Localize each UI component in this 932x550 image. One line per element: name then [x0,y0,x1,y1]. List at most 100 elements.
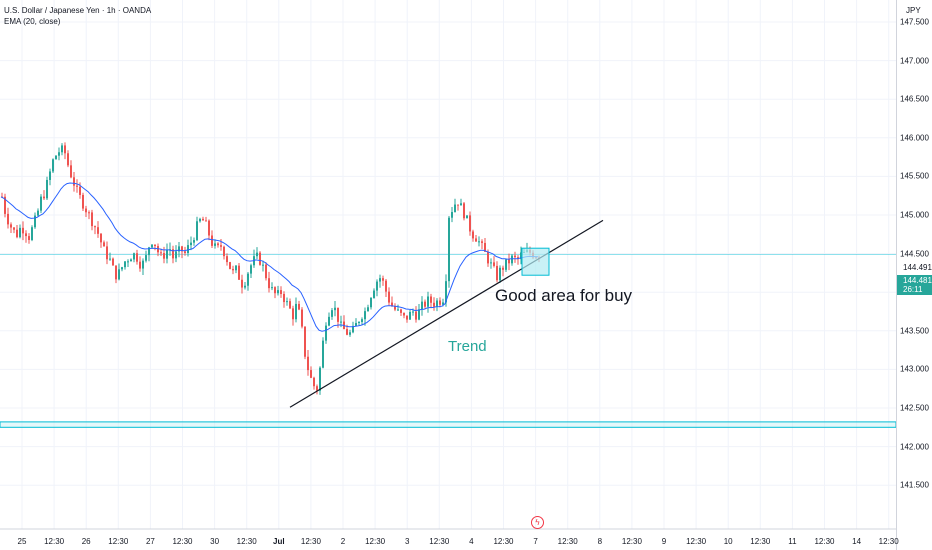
currency-label[interactable]: JPY [906,6,921,15]
candle [436,298,438,312]
candle [418,304,420,321]
x-tick-label: 12:30 [44,537,65,546]
candle [463,202,465,221]
candle [190,236,192,251]
candle-body [478,241,480,243]
candle [109,252,111,261]
candle-body [151,244,153,248]
candle-body [307,356,309,371]
candle-body [355,323,357,326]
candle [46,176,48,200]
y-tick-label: 146.000 [900,133,929,143]
candle [514,251,516,263]
candle-body [61,145,63,153]
candle-body [208,220,210,236]
trend-line [289,219,604,408]
candle [253,249,255,268]
y-tick-label: 145.500 [900,171,929,181]
annotation-buy[interactable]: Good area for buy [495,286,633,305]
candle-body [115,265,117,280]
candle [367,304,369,312]
candle-body [37,210,39,216]
candle [58,147,60,161]
candle [103,240,105,247]
candle-body [184,251,186,254]
lightning-icon[interactable]: ϟ [531,516,544,529]
candle [88,210,90,220]
x-tick-label: 12:30 [300,537,321,546]
candle [310,366,312,379]
candle-body [283,293,285,303]
candle [460,198,462,206]
buy-zone-box [521,247,550,276]
candle [301,307,303,329]
candle-body [226,256,228,263]
candle-body [442,302,444,305]
candle-body [463,203,465,219]
candle [265,262,267,281]
candle-body [100,233,102,243]
candle [55,155,57,160]
candle [85,205,87,218]
candle-body [520,252,522,260]
y-tick-label: 142.500 [900,403,929,413]
candle [331,308,333,320]
candle [139,256,141,272]
candle-body [217,243,219,246]
indicator-legend[interactable]: EMA (20, close) [4,17,61,26]
candle [493,256,495,268]
candle [289,298,291,309]
candle [184,246,186,256]
candle-body [457,204,459,206]
candle [22,221,24,241]
candle [505,259,507,273]
candle [43,190,45,200]
candle-body [403,312,405,316]
candle [520,246,522,265]
x-tick-label: 8 [597,537,603,546]
candle-body [22,227,24,234]
candle-body [349,332,351,335]
candle [313,376,315,390]
candle-body [499,267,501,281]
candle-body [112,258,114,266]
candle-body [277,290,279,294]
candle-body [139,261,141,269]
candle-body [472,231,474,239]
candle [370,296,372,310]
candle [430,293,432,309]
candle-body [268,278,270,289]
candle [415,306,417,323]
candle-body [418,309,420,320]
candle-body [82,194,84,209]
candle-body [16,229,18,238]
candle-body [238,265,240,280]
candle [115,265,117,284]
candle [187,239,189,257]
candle [250,263,252,278]
candle [403,312,405,319]
overlays [289,219,604,408]
x-tick-label: 11 [788,537,797,546]
candle-body [367,307,369,312]
x-tick-label: 10 [723,537,733,546]
x-tick-label: 25 [17,537,27,546]
candle-body [154,244,156,247]
candle-body [484,242,486,252]
candle [472,229,474,242]
candle-body [469,215,471,232]
candle-body [202,218,204,221]
y-tick-label: 145.000 [900,210,929,220]
candle-body [181,246,183,252]
candle-body [439,300,441,305]
candle-body [19,227,21,238]
candle-body [313,377,315,387]
candle [196,216,198,242]
candle-body [319,367,321,391]
annotation-trend[interactable]: Trend [448,338,487,355]
candle [199,217,201,223]
candle-body [94,226,96,228]
candle-body [466,215,468,219]
candle [223,245,225,260]
